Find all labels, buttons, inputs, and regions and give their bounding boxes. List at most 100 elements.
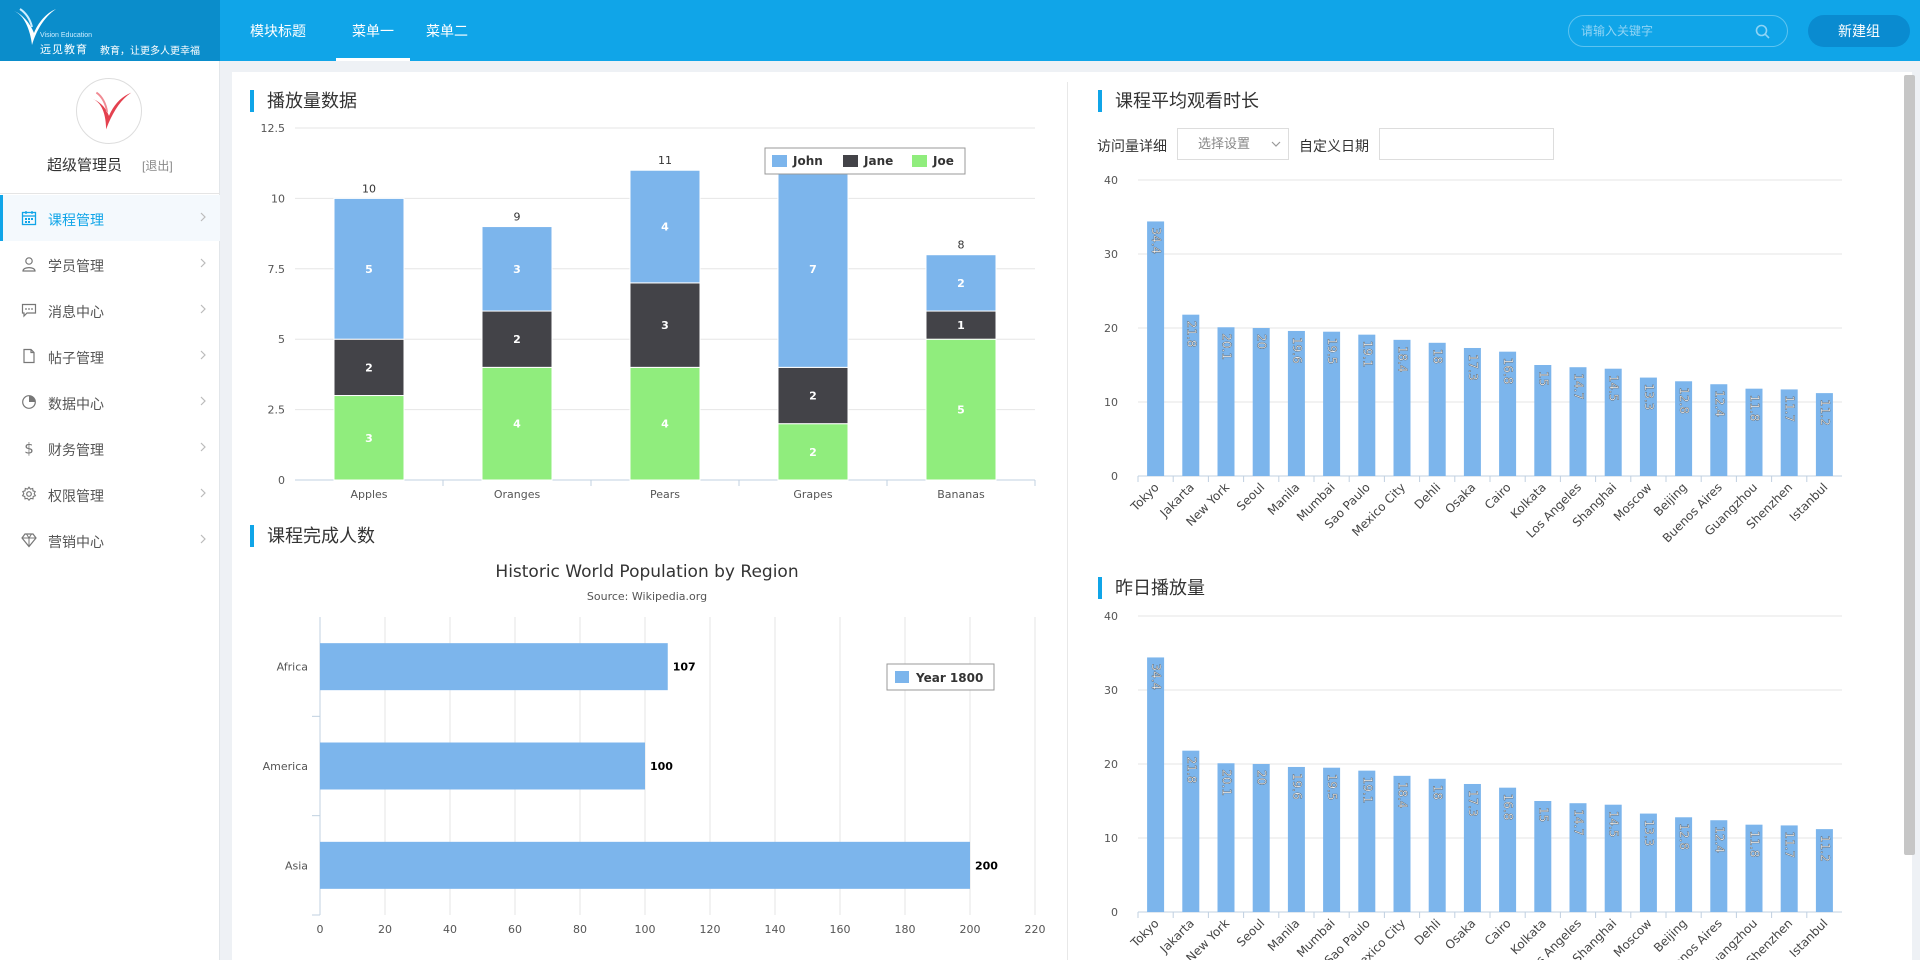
custom-date-label: 自定义日期 <box>1299 138 1369 154</box>
x-tick-label: 140 <box>765 923 786 936</box>
sidebar-item-course[interactable]: 课程管理 <box>0 195 220 241</box>
bar <box>1710 384 1728 476</box>
y-tick-label: Africa <box>277 661 308 674</box>
data-label: 3 <box>661 319 669 332</box>
bar <box>1287 766 1305 912</box>
data-label: 21.8 <box>1184 321 1198 348</box>
data-label: 2 <box>513 333 521 346</box>
page-scrollbar[interactable] <box>1904 75 1915 855</box>
bar <box>1780 389 1798 476</box>
data-label: 19.6 <box>1290 337 1304 364</box>
bar <box>1499 787 1517 912</box>
bar <box>1745 388 1763 476</box>
x-tick-label: Osaka <box>1442 480 1478 516</box>
bar-segment <box>481 226 553 312</box>
sidebar-item-permissions[interactable]: 权限管理 <box>0 471 220 517</box>
sidebar: 超级管理员 [退出] 课程管理 学员管理 消息中心 <box>0 61 220 960</box>
chevron-down-icon <box>1271 141 1281 147</box>
bar <box>1252 328 1270 476</box>
bar-segment <box>777 169 849 368</box>
data-label: 34.4 <box>1149 227 1163 254</box>
data-label: 18.4 <box>1396 346 1410 373</box>
total-label: 8 <box>958 239 965 252</box>
nav-menu-one[interactable]: 菜单一 <box>336 0 410 61</box>
bar <box>1147 221 1165 476</box>
legend-swatch <box>772 155 787 167</box>
bar <box>1393 339 1411 476</box>
x-tick-label: Pears <box>650 488 680 501</box>
nav-menu-two[interactable]: 菜单二 <box>426 23 468 39</box>
bar <box>1323 331 1341 476</box>
data-label: 16.8 <box>1501 358 1515 385</box>
custom-date-input[interactable] <box>1379 128 1554 160</box>
bar <box>1358 770 1376 912</box>
data-label: 11.7 <box>1783 395 1797 422</box>
data-label: 4 <box>661 418 669 431</box>
sidebar-item-label: 营销中心 <box>48 534 104 550</box>
bar-segment <box>925 338 997 481</box>
new-group-button[interactable]: 新建组 <box>1808 15 1910 47</box>
data-label: 2 <box>809 446 817 459</box>
x-tick-label: Seoul <box>1234 916 1267 949</box>
bar <box>1569 803 1587 912</box>
bar <box>320 841 970 889</box>
sidebar-item-posts[interactable]: 帖子管理 <box>0 333 220 379</box>
bar <box>1393 775 1411 912</box>
legend-swatch <box>912 155 927 167</box>
data-label: 17.3 <box>1466 790 1480 817</box>
logo-icon <box>14 8 56 45</box>
sidebar-item-data-center[interactable]: 数据中心 <box>0 379 220 425</box>
logo[interactable]: Vision Education 远见教育 教育，让更多人更幸福 <box>0 0 220 61</box>
settings-select[interactable]: 选择设置 <box>1177 128 1289 160</box>
bar-segment <box>333 197 405 340</box>
logo-slogan: 教育，让更多人更幸福 <box>100 46 200 57</box>
sidebar-item-marketing[interactable]: 营销中心 <box>0 517 220 563</box>
dollar-icon: $ <box>24 440 34 456</box>
logout-link[interactable]: [退出] <box>142 159 173 173</box>
data-label: 19.5 <box>1325 338 1339 365</box>
data-label: 19.6 <box>1290 773 1304 800</box>
bar <box>1675 381 1693 476</box>
chart-subtitle: Source: Wikipedia.org <box>587 590 707 603</box>
x-tick-label: Oranges <box>494 488 541 501</box>
x-tick-label: Osaka <box>1442 916 1478 952</box>
section-title-yesterday: 昨日播放量 <box>1098 577 1205 599</box>
bar <box>1675 817 1693 912</box>
chevron-right-icon <box>200 350 206 360</box>
data-label: 16.8 <box>1501 794 1515 821</box>
data-label: 21.8 <box>1184 757 1198 784</box>
x-tick-label: Istanbul <box>1787 480 1831 524</box>
y-tick-label: 12.5 <box>261 122 286 135</box>
bar <box>1323 767 1341 912</box>
bar <box>320 742 645 790</box>
data-label: 18 <box>1431 349 1445 364</box>
chart-title: Historic World Population by Region <box>495 562 798 582</box>
y-tick-label: 2.5 <box>268 404 286 417</box>
y-tick-label: 10 <box>271 192 285 205</box>
bar <box>1358 334 1376 476</box>
bar <box>1815 829 1833 912</box>
calendar-icon <box>21 211 37 226</box>
y-tick-label: 0 <box>1111 906 1118 919</box>
sidebar-item-students[interactable]: 学员管理 <box>0 241 220 287</box>
y-tick-label: 30 <box>1104 248 1118 261</box>
data-label: 1 <box>957 319 965 332</box>
y-tick-label: 30 <box>1104 684 1118 697</box>
x-tick-label: Dehli <box>1412 916 1444 948</box>
bar <box>1217 763 1235 912</box>
nav-module-title[interactable]: 模块标题 <box>250 23 306 39</box>
sidebar-item-label: 权限管理 <box>48 488 104 504</box>
data-label: 11.8 <box>1748 395 1762 422</box>
search-input[interactable] <box>1581 21 1751 41</box>
search-icon[interactable] <box>1753 22 1773 42</box>
sidebar-item-messages[interactable]: 消息中心 <box>0 287 220 333</box>
sidebar-item-finance[interactable]: $ 财务管理 <box>0 425 220 471</box>
bar <box>1604 804 1622 912</box>
sidebar-item-label: 课程管理 <box>48 212 104 228</box>
content-panel <box>232 72 1912 960</box>
section-title-avg-watch: 课程平均观看时长 <box>1098 90 1259 112</box>
avatar[interactable] <box>76 78 142 144</box>
data-label: 4 <box>513 418 521 431</box>
x-tick-label: Cairo <box>1482 480 1514 512</box>
